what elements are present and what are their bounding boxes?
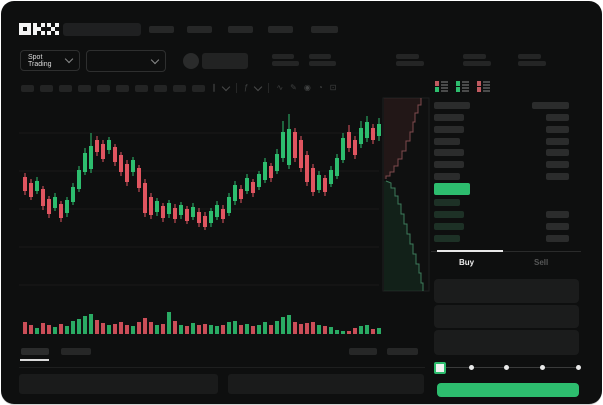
timeframe-button-placeholder[interactable] [192, 85, 205, 92]
orderbook-combined-view-icon[interactable] [435, 81, 448, 92]
timeframe-button-placeholder[interactable] [135, 85, 148, 92]
draw-icon[interactable]: ✎ [290, 83, 297, 92]
bid-amount-placeholder[interactable] [546, 223, 569, 230]
divider [19, 367, 425, 368]
total-field[interactable] [434, 330, 579, 355]
ask-price-placeholder[interactable] [434, 114, 464, 121]
bid-price-placeholder[interactable] [434, 199, 460, 206]
bottom-active-tab-indicator [20, 359, 49, 361]
percent-slider-stop[interactable] [540, 365, 545, 370]
nav-item-placeholder[interactable] [187, 26, 212, 33]
indicators-icon[interactable]: ƒ [244, 83, 249, 92]
timer-icon[interactable]: ◔ [317, 83, 323, 92]
active-tab-indicator [437, 250, 503, 252]
bid-amount-placeholder[interactable] [546, 211, 569, 218]
percent-slider-track[interactable] [439, 367, 579, 368]
nav-item-placeholder[interactable] [228, 26, 253, 33]
ask-price-placeholder[interactable] [434, 138, 460, 145]
coin-icon [183, 53, 199, 69]
bid-price-placeholder[interactable] [434, 211, 464, 218]
timeframe-button-placeholder[interactable] [154, 85, 167, 92]
timeframe-button-placeholder[interactable] [116, 85, 129, 92]
percent-slider-stop[interactable] [576, 365, 581, 370]
nav-item-placeholder[interactable] [311, 26, 338, 33]
percent-slider-stop[interactable] [469, 365, 474, 370]
orders-panel-placeholder [228, 374, 424, 394]
timeframe-button-placeholder[interactable] [21, 85, 34, 92]
toolbar-divider [236, 83, 237, 93]
submit-order-button[interactable] [437, 383, 579, 397]
ask-price-placeholder[interactable] [434, 126, 464, 133]
orderbook-price-header [434, 102, 470, 109]
last-price-placeholder [202, 53, 248, 69]
orders-panel-placeholder [19, 374, 218, 394]
bottom-link-placeholder[interactable] [349, 348, 377, 355]
percent-slider-stop[interactable] [504, 365, 509, 370]
percent-slider-handle[interactable] [434, 362, 446, 374]
timeframe-selector [21, 85, 205, 92]
last-price-highlight [434, 183, 470, 195]
bid-amount-placeholder[interactable] [546, 235, 569, 242]
ask-amount-placeholder[interactable] [546, 126, 569, 133]
orderbook-asks-view-icon[interactable] [477, 81, 490, 92]
amount-field[interactable] [434, 305, 579, 328]
nav-item-placeholder[interactable] [268, 26, 293, 33]
nav-item-placeholder[interactable] [149, 26, 174, 33]
tab-buy[interactable]: Buy [459, 258, 475, 267]
line-tool-icon[interactable]: ∿ [276, 83, 284, 92]
timeframe-button-placeholder[interactable] [59, 85, 72, 92]
timeframe-button-placeholder[interactable] [40, 85, 53, 92]
bid-price-placeholder[interactable] [434, 223, 464, 230]
price-field[interactable] [434, 279, 579, 303]
okx-logo[interactable] [19, 22, 59, 36]
market-type-dropdown[interactable]: Spot Trading [20, 50, 80, 71]
timeframe-button-placeholder[interactable] [97, 85, 110, 92]
toolbar-divider [268, 83, 270, 93]
ask-amount-placeholder[interactable] [546, 173, 569, 180]
search-input[interactable] [63, 23, 141, 36]
expand-icon[interactable]: ⊡ [329, 83, 337, 92]
ask-amount-placeholder[interactable] [546, 149, 569, 156]
ask-amount-placeholder[interactable] [546, 161, 569, 168]
timeframe-button-placeholder[interactable] [78, 85, 91, 92]
ask-amount-placeholder[interactable] [546, 138, 569, 145]
chart-tools: ∥ ƒ ∿ ✎ ◉ ◔ ⊡ [212, 82, 336, 94]
pair-selector-dropdown[interactable] [86, 50, 166, 72]
bottom-tab-placeholder[interactable] [61, 348, 91, 355]
timeframe-button-placeholder[interactable] [173, 85, 186, 92]
candle-type-icon[interactable]: ∥ [212, 83, 216, 92]
market-type-label: Spot Trading [28, 53, 52, 68]
ask-amount-placeholder[interactable] [546, 114, 569, 121]
camera-icon[interactable]: ◉ [303, 83, 311, 92]
tab-sell[interactable]: Sell [534, 258, 549, 267]
ask-price-placeholder[interactable] [434, 173, 460, 180]
bottom-link-placeholder[interactable] [387, 348, 418, 355]
ask-price-placeholder[interactable] [434, 161, 464, 168]
orderbook-amount-header [532, 102, 569, 109]
bid-price-placeholder[interactable] [434, 235, 460, 242]
ask-price-placeholder[interactable] [434, 149, 464, 156]
bottom-tab-placeholder[interactable] [21, 348, 49, 355]
orderbook-bids-view-icon[interactable] [456, 81, 469, 92]
